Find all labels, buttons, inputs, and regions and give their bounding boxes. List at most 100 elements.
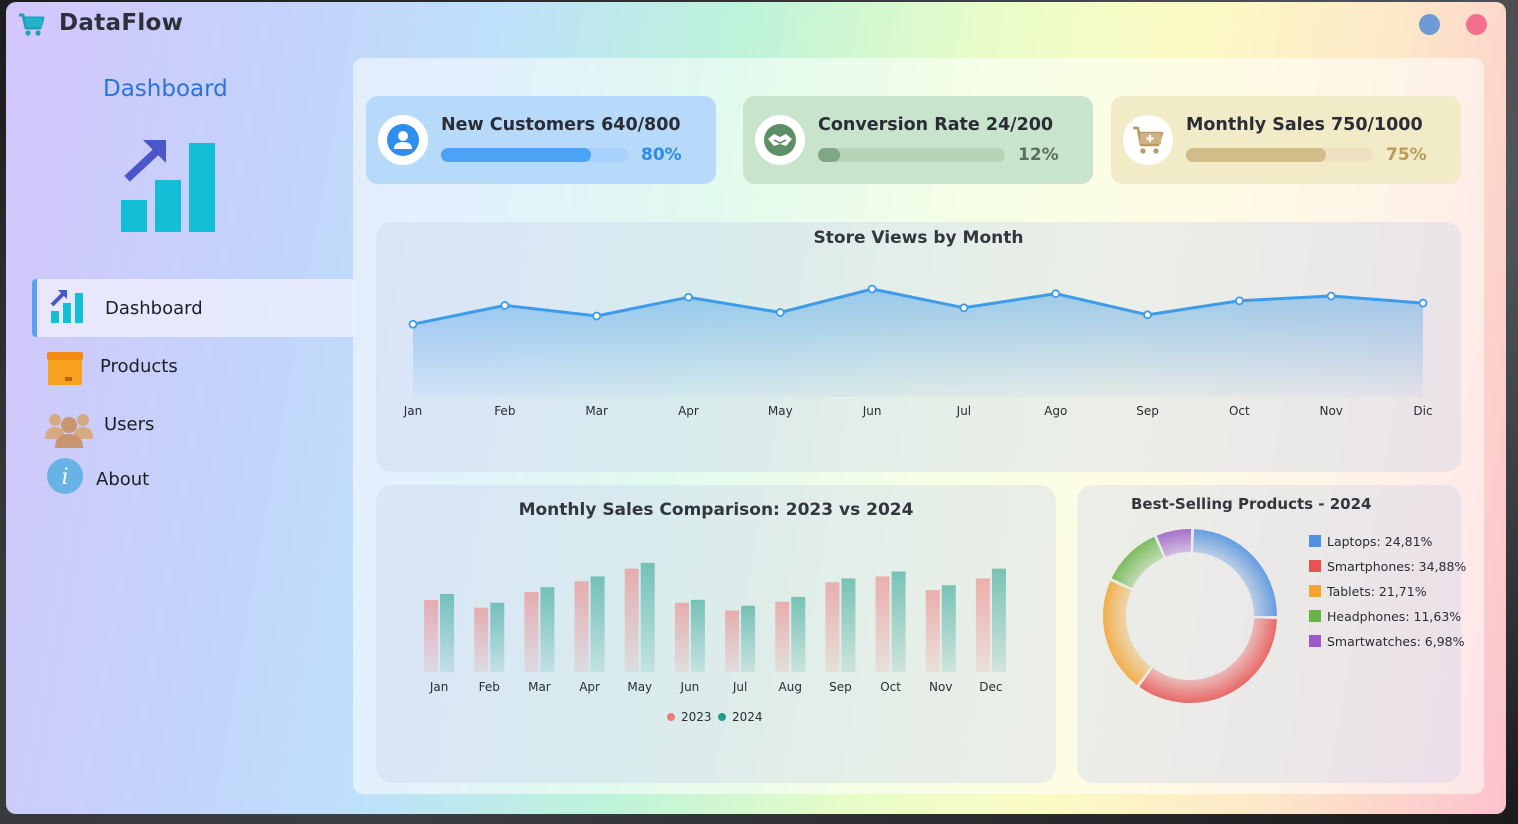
kpi-progress-fill [818, 148, 841, 162]
sales-comparison-card: Monthly Sales Comparison: 2023 vs 2024 J… [376, 485, 1056, 783]
sales-comparison-chart: Jan Feb Mar Apr May Jun Jul Aug Sep Oct Nov Dec 2023… [424, 562, 1006, 724]
sidebar-item-users[interactable]: Users [32, 395, 354, 453]
sidebar-nav: Dashboard Products Users [32, 279, 354, 511]
legend-swatch [1309, 635, 1321, 647]
bar-2023 [524, 592, 539, 672]
donut-slice [1156, 529, 1192, 557]
minimize-button[interactable] [1419, 14, 1440, 35]
x-tick-label: Dic [1413, 404, 1432, 418]
bar-2023 [975, 578, 990, 672]
bar-2023 [674, 602, 689, 672]
kpi-progress-track [1186, 148, 1373, 162]
legend-label: 2024 [732, 710, 763, 724]
bar-2023 [574, 581, 589, 672]
sidebar-item-label: Dashboard [105, 297, 203, 319]
x-tick-label: Jul [956, 404, 971, 418]
sidebar-item-label: About [96, 469, 150, 490]
main-panel: New Customers 640/800 80% Conversion Rat… [353, 58, 1484, 794]
legend-label: Laptops: 24,81% [1327, 534, 1433, 549]
legend-marker [718, 713, 726, 721]
info-icon: i [47, 458, 83, 494]
x-tick-label: Mar [528, 680, 551, 694]
kpi-card-monthly-sales: Monthly Sales 750/1000 75% [1111, 96, 1461, 184]
bar-2024 [741, 605, 756, 672]
bar-2023 [825, 582, 840, 672]
x-tick-label: Feb [479, 680, 500, 694]
bar-2023 [775, 601, 790, 672]
title-bar[interactable]: DataFlow [6, 2, 1506, 48]
bar-2023 [424, 599, 439, 672]
kpi-title: Monthly Sales 750/1000 [1186, 115, 1423, 135]
bar-2023 [925, 590, 940, 672]
x-tick-label: Dec [979, 680, 1002, 694]
sidebar-item-label: Products [100, 355, 178, 377]
x-tick-label: Oct [1229, 404, 1250, 418]
x-tick-label: Nov [1319, 404, 1342, 418]
sidebar-item-label: Users [104, 413, 155, 435]
sidebar-item-products[interactable]: Products [32, 337, 354, 395]
kpi-progress-fill [441, 148, 591, 162]
bar-2023 [725, 610, 740, 672]
bar-2024 [991, 568, 1006, 672]
kpi-progress-fill [1186, 148, 1327, 162]
data-point [1234, 296, 1244, 306]
data-point [1051, 289, 1061, 299]
x-tick-label: Feb [494, 404, 515, 418]
data-point [775, 308, 785, 317]
area-fill [413, 289, 1423, 397]
sales-comparison-title: Monthly Sales Comparison: 2023 vs 2024 [518, 500, 914, 520]
data-point [1326, 291, 1336, 301]
bar-2023 [474, 607, 489, 672]
data-point [867, 284, 877, 294]
x-tick-label: Apr [678, 404, 699, 418]
legend-swatch [1309, 535, 1321, 547]
best-selling-card: Best-Selling Products - 2024 Laptops: 24… [1077, 485, 1466, 783]
svg-text:i: i [61, 465, 68, 490]
cart-icon [19, 13, 45, 36]
series-line [412, 287, 1424, 326]
best-selling-chart [1103, 529, 1277, 703]
sidebar-item-dashboard[interactable]: Dashboard [32, 279, 354, 337]
x-tick-label: May [768, 404, 793, 418]
data-point [592, 311, 602, 321]
growth-chart-icon [121, 140, 215, 232]
cart-plus-icon [1123, 115, 1173, 165]
x-tick-label: Oct [880, 680, 901, 694]
box-icon [47, 352, 83, 385]
legend-item: Smartphones: 34,88% [1309, 559, 1466, 574]
x-tick-label: Jun [680, 680, 700, 694]
data-point [684, 292, 693, 302]
bar-2024 [540, 587, 555, 672]
users-icon [45, 414, 93, 448]
legend-label: Headphones: 11,63% [1327, 609, 1462, 624]
store-views-card: Store Views by Month Jan Feb Mar Apr May Jun J… [376, 222, 1461, 472]
legend-item: Laptops: 24,81% [1309, 534, 1432, 549]
store-views-title: Store Views by Month [813, 228, 1024, 248]
user-icon [378, 115, 428, 165]
app-title: DataFlow [59, 10, 184, 36]
data-point [1143, 310, 1152, 320]
close-button[interactable] [1466, 14, 1487, 35]
x-tick-label: May [627, 680, 652, 694]
kpi-percent: 12% [1018, 145, 1059, 165]
kpi-progress-track [441, 148, 628, 162]
x-tick-label: Nov [929, 680, 952, 694]
legend-label: Smartphones: 34,88% [1327, 559, 1467, 574]
bar-2024 [490, 602, 505, 672]
legend-swatch [1309, 585, 1321, 597]
kpi-title: New Customers 640/800 [441, 115, 681, 135]
legend-label: Tablets: 21,71% [1327, 584, 1427, 599]
kpi-title: Conversion Rate 24/200 [818, 115, 1054, 135]
sidebar-item-about[interactable]: i About [32, 453, 354, 511]
legend-swatch [1309, 560, 1321, 572]
bar-2024 [941, 585, 956, 672]
donut-slice [1111, 536, 1164, 589]
x-tick-label: Jul [732, 680, 747, 694]
donut-slice [1103, 580, 1151, 685]
bar-2023 [875, 576, 890, 672]
bar-2024 [791, 596, 806, 672]
store-views-chart: Jan Feb Mar Apr May Jun Jul Ago Sep Oct Nov Dic [403, 284, 1433, 418]
legend-swatch [1309, 610, 1321, 622]
sidebar-heading: Dashboard [103, 76, 228, 102]
kpi-card-conversion-rate: Conversion Rate 24/200 12% [743, 96, 1093, 184]
